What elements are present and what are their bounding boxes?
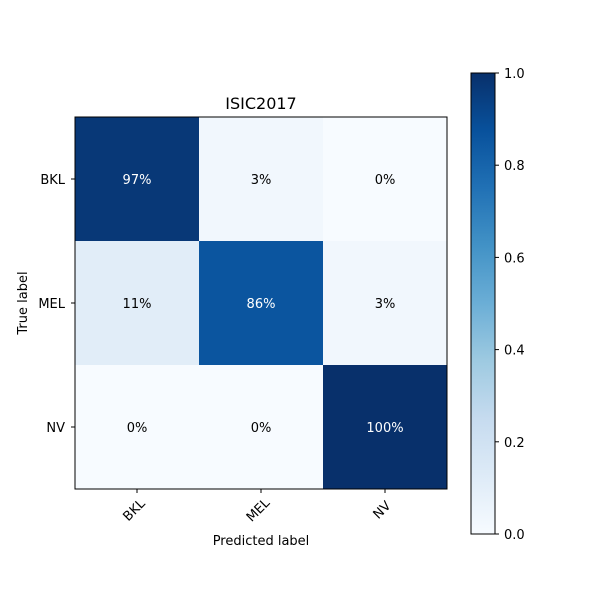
x-tick-label-mel: MEL bbox=[244, 495, 274, 525]
y-tick-label-nv: NV bbox=[46, 421, 65, 436]
heatmap-cell-bkl-mel bbox=[199, 117, 324, 242]
heatmap-cell-bkl-bkl bbox=[75, 117, 200, 242]
colorbar-tick-label: 0.2 bbox=[504, 436, 525, 451]
colorbar-tick-label: 0.4 bbox=[504, 344, 525, 359]
heatmap-cell-mel-bkl bbox=[75, 241, 200, 366]
heatmap-cell-nv-mel bbox=[199, 365, 324, 490]
cell-label-bkl-mel: 3% bbox=[251, 173, 272, 188]
x-axis-ticks: BKL MEL NV bbox=[120, 489, 394, 525]
x-tick-label-bkl: BKL bbox=[120, 496, 149, 525]
y-axis-ticks: BKL MEL NV bbox=[38, 173, 75, 436]
heatmap-cell-bkl-nv bbox=[323, 117, 448, 242]
colorbar-tick-label: 0.8 bbox=[504, 159, 525, 174]
heatmap-cell-mel-nv bbox=[323, 241, 448, 366]
cell-label-nv-bkl: 0% bbox=[127, 421, 148, 436]
x-axis-label: Predicted label bbox=[213, 534, 310, 549]
x-tick-label-nv: NV bbox=[371, 499, 395, 523]
colorbar bbox=[470, 72, 496, 535]
colorbar-tick-label: 1.0 bbox=[504, 67, 525, 82]
heatmap-cell-nv-bkl bbox=[75, 365, 200, 490]
colorbar-tick-label: 0.0 bbox=[504, 528, 525, 543]
cell-label-nv-nv: 100% bbox=[366, 421, 403, 436]
chart-title: ISIC2017 bbox=[225, 94, 296, 113]
cell-label-bkl-bkl: 97% bbox=[123, 173, 152, 188]
cell-label-mel-bkl: 11% bbox=[123, 297, 152, 312]
heatmap-cell-mel-mel bbox=[199, 241, 324, 366]
colorbar-tick-label: 0.6 bbox=[504, 251, 525, 266]
heatmap-cell-nv-nv bbox=[323, 365, 448, 490]
y-tick-label-mel: MEL bbox=[38, 297, 65, 312]
y-tick-label-bkl: BKL bbox=[40, 173, 65, 188]
y-axis-label: True label bbox=[16, 271, 31, 335]
cell-label-mel-nv: 3% bbox=[375, 297, 396, 312]
heatmap-cell-labels: 97% 3% 0% 11% 86% 3% 0% 0% 100% bbox=[123, 173, 404, 436]
cell-label-mel-mel: 86% bbox=[247, 297, 276, 312]
colorbar-ticks: 0.0 0.2 0.4 0.6 0.8 1.0 bbox=[495, 67, 525, 543]
heatmap-cells bbox=[75, 117, 448, 490]
cell-label-nv-mel: 0% bbox=[251, 421, 272, 436]
cell-label-bkl-nv: 0% bbox=[375, 173, 396, 188]
